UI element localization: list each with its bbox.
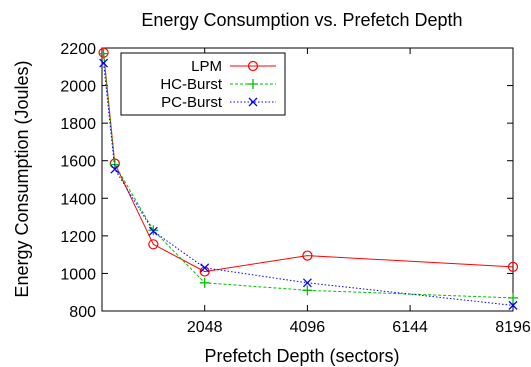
legend-label-lpm: LPM: [191, 58, 222, 75]
legend-label-hc-burst: HC-Burst: [160, 76, 223, 93]
series-line-pc-burst: [103, 62, 514, 306]
x-tick-label: 6144: [392, 319, 428, 336]
series-hc-burst: [98, 48, 518, 303]
x-tick-label: 2048: [187, 319, 223, 336]
y-tick-label: 2200: [60, 41, 96, 58]
y-tick-label: 2000: [60, 79, 96, 96]
legend-label-pc-burst: PC-Burst: [161, 94, 223, 111]
y-axis: 800 1000 1200 1400 1600 1800 2000 2200: [60, 41, 513, 321]
y-tick-label: 1600: [60, 154, 96, 171]
data-point-pc-burst: [110, 164, 120, 174]
data-point-lpm: [507, 261, 519, 272]
chart-title: Energy Consumption vs. Prefetch Depth: [141, 10, 462, 30]
x-tick-label: 4096: [290, 319, 326, 336]
series-pc-burst: [99, 58, 518, 310]
series-layer: [98, 47, 519, 310]
data-point-hc-burst: [98, 48, 109, 59]
x-axis: 2048 4096 6144 8196: [187, 48, 531, 336]
y-tick-label: 1000: [60, 266, 96, 283]
y-tick-label: 1200: [60, 229, 96, 246]
series-line-hc-burst: [103, 53, 514, 299]
y-tick-label: 800: [69, 304, 96, 321]
x-axis-title: Prefetch Depth (sectors): [204, 346, 399, 366]
data-point-pc-burst: [99, 58, 109, 68]
y-tick-label: 1400: [60, 191, 96, 208]
legend-marker-pc-burst: [248, 97, 258, 107]
legend-marker-hc-burst: [248, 79, 258, 89]
data-point-lpm: [148, 239, 159, 250]
legend-marker-lpm: [247, 60, 259, 72]
data-point-pc-burst: [302, 278, 312, 288]
data-point-pc-burst: [508, 300, 518, 310]
data-point-hc-burst: [508, 292, 518, 303]
data-point-lpm: [302, 250, 313, 261]
data-point-hc-burst: [148, 225, 159, 236]
data-point-pc-burst: [200, 263, 210, 273]
y-tick-label: 1800: [60, 116, 96, 133]
data-point-hc-burst: [199, 277, 210, 288]
x-tick-label: 8196: [495, 319, 531, 336]
y-axis-title: Energy Consumption (Joules): [12, 60, 32, 297]
data-point-hc-burst: [302, 285, 313, 296]
data-point-pc-burst: [148, 226, 158, 236]
